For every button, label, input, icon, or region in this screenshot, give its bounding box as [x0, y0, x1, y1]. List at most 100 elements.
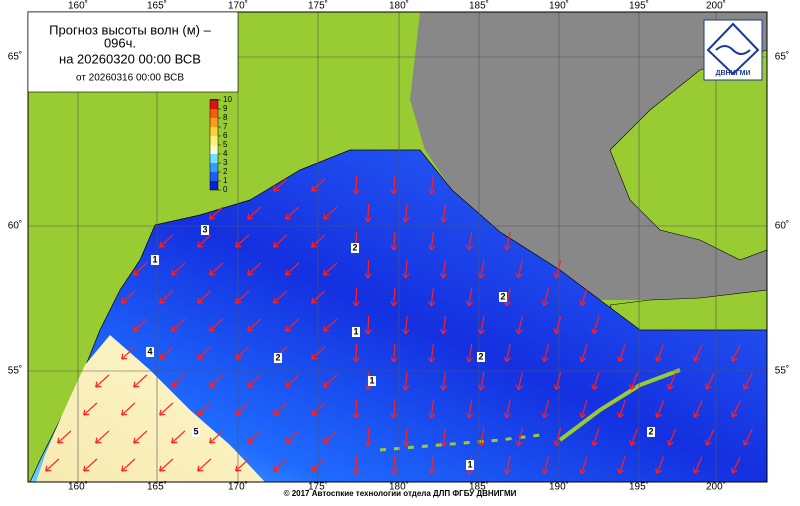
contour-label-bg [352, 327, 360, 337]
wave-arrow [402, 371, 410, 391]
lat-label: 60˚ [775, 220, 789, 232]
wave-arrow [629, 372, 638, 390]
wave-arrow [133, 374, 148, 388]
wave-arrow [465, 344, 474, 363]
wave-arrow [323, 430, 338, 444]
lon-label: 180˚ [389, 0, 409, 12]
wave-arrow [629, 428, 638, 446]
wave-arrow [352, 399, 360, 419]
wave-arrow [515, 372, 523, 391]
logo-text: ДВНИГМИ [716, 70, 751, 77]
wave-arrow [428, 343, 436, 363]
wave-arrow [121, 458, 136, 472]
wave-arrow [579, 344, 588, 363]
wave-arrow [323, 374, 338, 388]
lat-label: 65˚ [8, 51, 22, 63]
colorbar-label: 5 [223, 140, 228, 149]
colorbar-segment [210, 172, 218, 181]
wave-arrow [197, 402, 212, 416]
wave-arrow [503, 456, 511, 475]
wave-arrow [477, 372, 486, 391]
wave-arrow [617, 400, 626, 418]
wave-arrow [591, 372, 600, 391]
wave-arrow [730, 456, 741, 474]
wave-arrow [655, 456, 665, 474]
colorbar-label: 7 [223, 122, 228, 131]
wave-arrow [133, 262, 148, 276]
contour-label-bg [146, 347, 154, 357]
wave-arrow [311, 402, 326, 416]
wave-arrow [352, 175, 360, 195]
wave-arrow [541, 400, 550, 419]
wave-arrow [285, 374, 300, 388]
wave-arrow [503, 344, 511, 363]
wave-arrow [402, 259, 410, 279]
wave-arrow [235, 458, 250, 472]
contour-label: 1 [353, 326, 358, 336]
lon-label: 165˚ [147, 0, 167, 12]
contour-labels: 2 2 2 2 2 1 1 1 1 3 4 5 [146, 224, 655, 470]
wave-arrow [553, 260, 562, 279]
lat-label: 65˚ [775, 51, 789, 63]
wave-arrow [364, 259, 372, 279]
wave-arrow [742, 372, 753, 390]
lat-label: 55˚ [8, 365, 22, 377]
wave-arrow [352, 455, 360, 475]
wave-arrow [159, 402, 174, 416]
wave-arrow [465, 288, 474, 307]
wave-arrow [323, 318, 338, 332]
wave-arrow [364, 203, 372, 223]
lon-label: 175˚ [308, 0, 328, 12]
wave-arrow [121, 290, 136, 304]
contour-label-bg [151, 255, 159, 265]
contour-label-bg [201, 225, 209, 235]
wave-arrow [428, 287, 436, 307]
wave-arrow [209, 318, 224, 332]
wave-arrow [171, 318, 186, 332]
wave-arrow [730, 400, 741, 418]
lat-label: 60˚ [8, 220, 22, 232]
wave-arrow [209, 206, 224, 220]
wave-arrow [235, 402, 250, 416]
colorbar-label: 2 [223, 167, 228, 176]
title-line: Прогноз высоты волн (м) – [49, 22, 211, 37]
wave-arrow [171, 430, 186, 444]
wave-arrow [311, 346, 326, 360]
wave-arrow [273, 402, 288, 416]
contour-label-bg [466, 460, 474, 470]
contour-label: 2 [648, 426, 653, 436]
wave-arrow [159, 346, 174, 360]
contour-label: 1 [369, 375, 374, 385]
logo-icon [706, 22, 760, 76]
colorbar-label: 1 [223, 176, 228, 185]
wave-arrow [667, 428, 677, 446]
contour-label: 1 [152, 254, 157, 264]
wave-arrow [553, 372, 562, 391]
wave-arrow [402, 315, 410, 335]
contour-label-bg [477, 352, 485, 362]
wave-arrow [159, 234, 174, 248]
colorbar-segment [210, 136, 218, 145]
wave-arrow [235, 290, 250, 304]
wave-arrow [515, 428, 523, 447]
wave-arrow [440, 316, 448, 335]
wave-arrow [591, 428, 600, 447]
lat-label: 55˚ [775, 365, 789, 377]
wave-arrow [541, 344, 550, 363]
wave-arrow [465, 232, 474, 251]
wave-arrow [311, 458, 326, 472]
wave-arrow [477, 316, 486, 335]
wave-arrows [45, 175, 753, 475]
colorbar-segment [210, 118, 218, 127]
aleutians [558, 368, 681, 442]
wave-arrow [503, 232, 511, 251]
contour-label-bg [274, 353, 282, 363]
wave-arrow [171, 374, 186, 388]
contour-label: 2 [500, 291, 505, 301]
lon-label: 160˚ [68, 0, 88, 12]
wave-arrow [209, 430, 224, 444]
wave-arrow [235, 346, 250, 360]
wave-arrow [159, 290, 174, 304]
contour-label: 3 [202, 224, 207, 234]
